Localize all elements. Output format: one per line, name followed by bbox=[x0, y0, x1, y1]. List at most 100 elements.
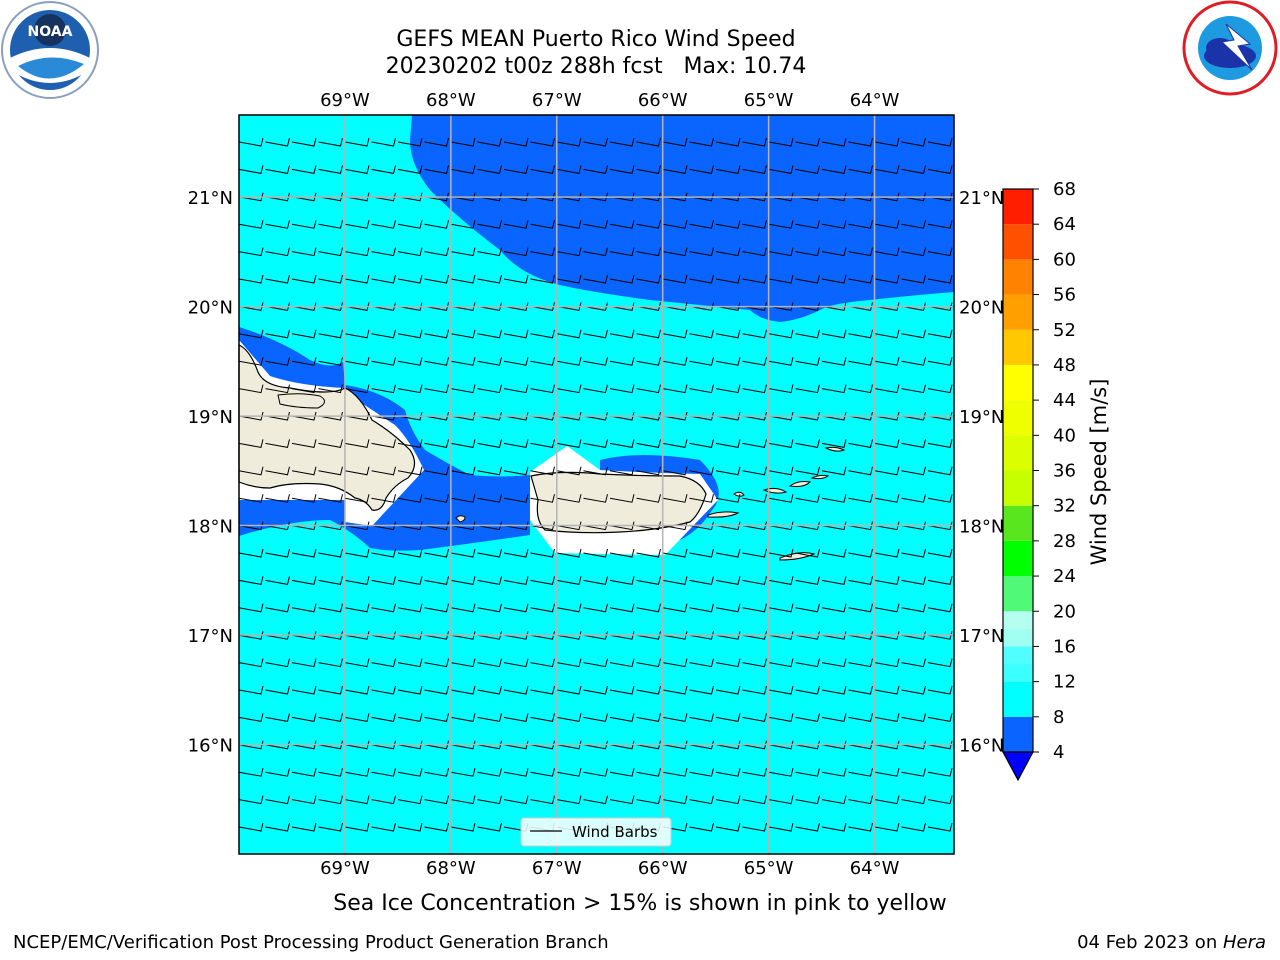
wind-barb bbox=[530, 357, 555, 366]
colorbar-band bbox=[1003, 294, 1033, 330]
wind-barb bbox=[901, 137, 926, 147]
wind-barb bbox=[848, 768, 873, 777]
wind-barb bbox=[344, 658, 370, 668]
wind-barb bbox=[583, 631, 608, 640]
wind-barb bbox=[424, 466, 449, 476]
wind-barb bbox=[662, 411, 688, 421]
wind-barb bbox=[530, 302, 555, 311]
wind-barb bbox=[424, 220, 449, 229]
wind-barb bbox=[238, 658, 264, 668]
wind-barb bbox=[344, 494, 370, 503]
wind-barb bbox=[689, 494, 714, 503]
wind-barb bbox=[689, 631, 714, 640]
wind-barb bbox=[318, 466, 343, 476]
wind-barb bbox=[689, 795, 714, 805]
wind-barb bbox=[450, 466, 476, 476]
wind-barb bbox=[609, 548, 635, 558]
wind-barb bbox=[821, 439, 847, 448]
wind-barb bbox=[477, 247, 502, 257]
wind-barb bbox=[503, 411, 529, 421]
wind-barb bbox=[397, 521, 423, 531]
wind-barb bbox=[821, 768, 847, 777]
wind-barb bbox=[450, 576, 476, 585]
wind-barb bbox=[927, 220, 953, 229]
wind-barb bbox=[927, 795, 953, 805]
wind-barb bbox=[795, 685, 820, 695]
wind-barb bbox=[371, 411, 396, 421]
wind-barb bbox=[795, 384, 820, 394]
wind-barb bbox=[768, 274, 794, 284]
wind-barb bbox=[344, 548, 370, 558]
wind-barb bbox=[397, 247, 423, 257]
wind-barb bbox=[874, 658, 900, 668]
colorbar-tick-label: 48 bbox=[1053, 355, 1076, 376]
wind-barb bbox=[450, 439, 476, 448]
wind-barb bbox=[344, 439, 370, 448]
wind-barb bbox=[609, 384, 635, 394]
wind-barb bbox=[821, 302, 847, 311]
wind-barb bbox=[318, 603, 343, 613]
wind-barb bbox=[238, 521, 264, 531]
wind-barb bbox=[927, 658, 953, 668]
wind-barb bbox=[450, 685, 476, 695]
wind-barb bbox=[795, 768, 820, 777]
wind-barb bbox=[344, 192, 370, 202]
wind-barb bbox=[371, 685, 396, 695]
wind-barb bbox=[291, 247, 317, 257]
noaa-logo-text: NOAA bbox=[28, 24, 73, 40]
wind-barb bbox=[795, 658, 820, 668]
wind-barb bbox=[583, 439, 608, 448]
wind-barb bbox=[450, 658, 476, 668]
wind-barb bbox=[530, 548, 555, 558]
wind-barb bbox=[450, 768, 476, 777]
wind-barb bbox=[371, 384, 396, 394]
wind-barb bbox=[291, 768, 317, 777]
wind-barb bbox=[318, 576, 343, 585]
wind-barb bbox=[477, 658, 502, 668]
wind-barb bbox=[768, 137, 794, 147]
wind-barb bbox=[821, 658, 847, 668]
wind-barb bbox=[477, 576, 502, 585]
wind-barb bbox=[874, 357, 900, 366]
wind-barb bbox=[265, 329, 290, 339]
wind-barb bbox=[848, 740, 873, 750]
wind-barb bbox=[636, 274, 661, 284]
lon-tick-label-bottom: 65°W bbox=[744, 858, 794, 879]
wind-barb bbox=[450, 384, 476, 394]
sea-ice-caption: Sea Ice Concentration > 15% is shown in … bbox=[333, 891, 947, 916]
wind-barb bbox=[821, 357, 847, 366]
grid-lines bbox=[239, 115, 954, 854]
wind-barb bbox=[768, 494, 794, 503]
wind-barb bbox=[927, 576, 953, 585]
wind-barb bbox=[636, 466, 661, 476]
wind-barb bbox=[742, 274, 767, 284]
wind-barb bbox=[265, 494, 290, 503]
wind-barb bbox=[742, 302, 767, 311]
wind-barb bbox=[291, 439, 317, 448]
wind-barb bbox=[450, 740, 476, 750]
wind-barb bbox=[265, 631, 290, 640]
wind-barb bbox=[874, 494, 900, 503]
wind-barb bbox=[821, 603, 847, 613]
wind-barb bbox=[477, 685, 502, 695]
wind-barb bbox=[503, 658, 529, 668]
wind-barb bbox=[583, 411, 608, 421]
wind-barb bbox=[609, 220, 635, 229]
wind-barb bbox=[556, 466, 582, 476]
wind-barb bbox=[397, 603, 423, 613]
wind-barb bbox=[503, 740, 529, 750]
wind-barb bbox=[848, 631, 873, 640]
wind-barb bbox=[901, 192, 926, 202]
wind-barb bbox=[238, 411, 264, 421]
wind-barb bbox=[371, 466, 396, 476]
wind-barb bbox=[927, 494, 953, 503]
wind-barb bbox=[477, 795, 502, 805]
wind-barb bbox=[556, 302, 582, 311]
wind-barb bbox=[530, 384, 555, 394]
wind-barb bbox=[583, 494, 608, 503]
wind-barb bbox=[583, 165, 608, 174]
wind-barb bbox=[238, 137, 264, 147]
wind-barb bbox=[795, 302, 820, 311]
wind-barb bbox=[238, 740, 264, 750]
colorbar-band bbox=[1003, 681, 1033, 717]
